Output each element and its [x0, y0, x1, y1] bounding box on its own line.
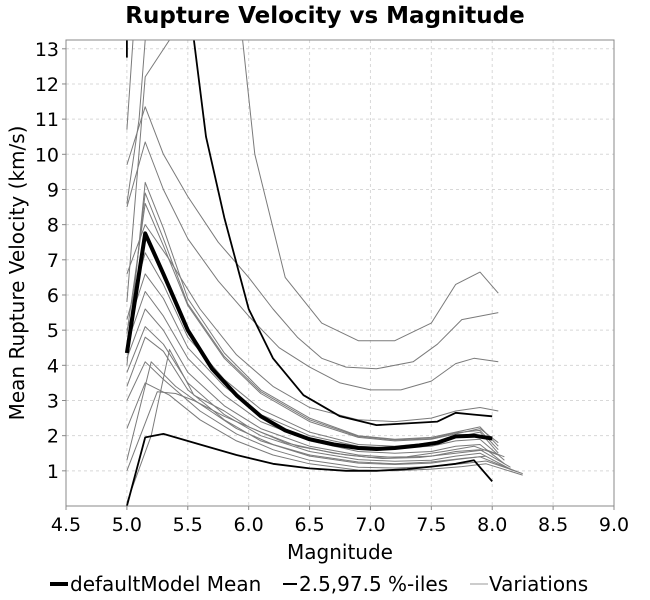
x-tick-label: 6.0	[234, 514, 264, 536]
x-tick-label: 5.0	[112, 514, 142, 536]
y-tick-label: 13	[35, 39, 59, 61]
y-tick-label: 12	[35, 74, 59, 96]
variation-line	[126, 40, 152, 130]
chart-title: Rupture Velocity vs Magnitude	[125, 3, 524, 29]
variation-line	[126, 308, 511, 468]
legend-label-mean: defaultModel Mean	[70, 572, 261, 596]
variation-line	[126, 203, 499, 444]
y-tick-label: 6	[47, 285, 59, 307]
variation-line	[126, 192, 499, 451]
x-tick-label: 9.0	[599, 514, 629, 536]
legend-label-variations: Variations	[489, 572, 588, 596]
variation-line	[126, 382, 523, 476]
y-tick-label: 11	[35, 109, 59, 131]
y-tick-label: 2	[47, 426, 59, 448]
x-tick-label: 8.5	[538, 514, 568, 536]
y-tick-label: 9	[47, 179, 59, 201]
y-tick-label: 4	[47, 355, 59, 377]
x-tick-label: 7.0	[355, 514, 385, 536]
x-tick-label: 8.0	[477, 514, 507, 536]
variation-line	[126, 349, 499, 503]
y-tick-label: 7	[47, 250, 59, 272]
y-tick-label: 8	[47, 215, 59, 237]
legend-label-percentiles: 2.5,97.5 %-iles	[299, 572, 448, 596]
x-tick-label: 4.5	[51, 514, 81, 536]
legend: defaultModel Mean 2.5,97.5 %-iles Variat…	[50, 572, 588, 596]
x-axis-label: Magnitude	[287, 540, 393, 564]
percentile-line	[126, 433, 493, 506]
y-tick-label: 3	[47, 390, 59, 412]
y-tick-label: 1	[47, 461, 59, 483]
gridlines	[66, 40, 614, 506]
percentile-line	[193, 40, 493, 426]
y-tick-label: 10	[35, 144, 59, 166]
variation-line	[126, 326, 511, 470]
variation-line	[126, 141, 499, 391]
y-tick-label: 5	[47, 320, 59, 342]
series-layer	[124, 40, 523, 506]
y-axis-label: Mean Rupture Velocity (km/s)	[5, 126, 29, 421]
x-tick-label: 7.5	[416, 514, 446, 536]
x-tick-label: 6.5	[294, 514, 324, 536]
plot-frame	[65, 39, 615, 507]
variation-line	[126, 361, 487, 465]
variation-line	[242, 40, 499, 342]
variation-line	[126, 106, 499, 370]
mean-line	[124, 231, 493, 451]
variation-line	[126, 391, 505, 471]
variation-line	[126, 273, 505, 461]
x-axis-ticks: 4.5 5.0 5.5 6.0 6.5 7.0 7.5 8.0 8.5 9.0	[51, 506, 629, 536]
x-tick-label: 5.5	[173, 514, 203, 536]
variation-line	[126, 181, 499, 447]
variation-line	[126, 40, 249, 303]
